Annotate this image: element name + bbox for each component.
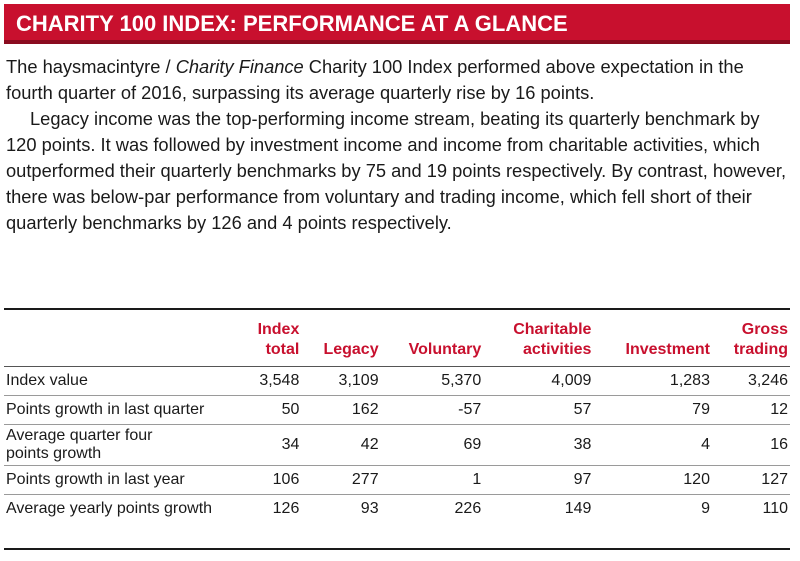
- table-cell: 50: [240, 395, 302, 425]
- table-cell: -57: [380, 395, 484, 425]
- table-cell: 1: [380, 465, 484, 495]
- table-cell: 127: [711, 465, 790, 495]
- table-cell: 120: [593, 465, 712, 495]
- page-title: CHARITY 100 INDEX: PERFORMANCE AT A GLAN…: [16, 11, 568, 36]
- row-label: Average quarter four points growth: [4, 424, 240, 466]
- table-cell: 42: [301, 424, 381, 466]
- intro-paragraph-1: The haysmacintyre / Charity Finance Char…: [6, 54, 790, 106]
- intro-p1-start: The haysmacintyre /: [6, 56, 176, 77]
- table-header-row: Index total Legacy Voluntary Charitable ac…: [4, 316, 790, 367]
- table-row: Index value 3,548 3,109 5,370 4,009 1,28…: [4, 366, 790, 396]
- column-header: Gross trading: [733, 321, 788, 358]
- table-row: Points growth in last quarter 50 162 -57…: [4, 395, 790, 425]
- intro-p1-end: Charity 100 Index performed above expect…: [6, 56, 744, 103]
- performance-table: Index total Legacy Voluntary Charitable ac…: [4, 316, 790, 523]
- table-cell: 16: [711, 424, 790, 466]
- table-cell: 3,109: [301, 366, 381, 396]
- table-top-rule: [4, 308, 790, 310]
- table-cell: 1,283: [593, 366, 712, 396]
- table-cell: 226: [380, 494, 484, 523]
- table-cell: 4: [593, 424, 712, 466]
- column-header: Investment: [625, 341, 710, 358]
- table-cell: 126: [240, 494, 302, 523]
- table-cell: 5,370: [380, 366, 484, 396]
- row-label: Index value: [4, 366, 240, 396]
- row-label: Average yearly points growth: [4, 494, 240, 523]
- table-cell: 93: [301, 494, 381, 523]
- intro-text: The haysmacintyre / Charity Finance Char…: [6, 54, 790, 236]
- row-label-header: [4, 316, 240, 367]
- column-header: Voluntary: [408, 341, 482, 358]
- table-cell: 79: [593, 395, 712, 425]
- table-cell: 34: [240, 424, 302, 466]
- table-row: Points growth in last year 106 277 1 97 …: [4, 465, 790, 495]
- intro-paragraph-2: Legacy income was the top-performing inc…: [6, 108, 787, 233]
- table-cell: 57: [483, 395, 594, 425]
- column-header: Legacy: [323, 341, 379, 358]
- table-cell: 97: [483, 465, 594, 495]
- row-label: Points growth in last year: [4, 465, 240, 495]
- table-row: Average quarter four points growth 34 42 …: [4, 424, 790, 466]
- table-cell: 69: [380, 424, 484, 466]
- table-cell: 149: [483, 494, 594, 523]
- table-cell: 110: [711, 494, 790, 523]
- table-cell: 12: [711, 395, 790, 425]
- table-bottom-rule: [4, 548, 790, 550]
- column-header: Index total: [257, 321, 300, 358]
- table-cell: 277: [301, 465, 381, 495]
- table-cell: 162: [301, 395, 381, 425]
- table-row: Average yearly points growth 126 93 226 …: [4, 494, 790, 523]
- table-cell: 9: [593, 494, 712, 523]
- row-label: Points growth in last quarter: [4, 395, 240, 425]
- table-cell: 3,548: [240, 366, 302, 396]
- table-cell: 3,246: [711, 366, 790, 396]
- title-banner: CHARITY 100 INDEX: PERFORMANCE AT A GLAN…: [4, 4, 790, 44]
- column-header: Charitable activities: [513, 321, 592, 358]
- table-cell: 38: [483, 424, 594, 466]
- table-cell: 4,009: [483, 366, 594, 396]
- intro-p1-publication: Charity Finance: [175, 56, 304, 77]
- table-cell: 106: [240, 465, 302, 495]
